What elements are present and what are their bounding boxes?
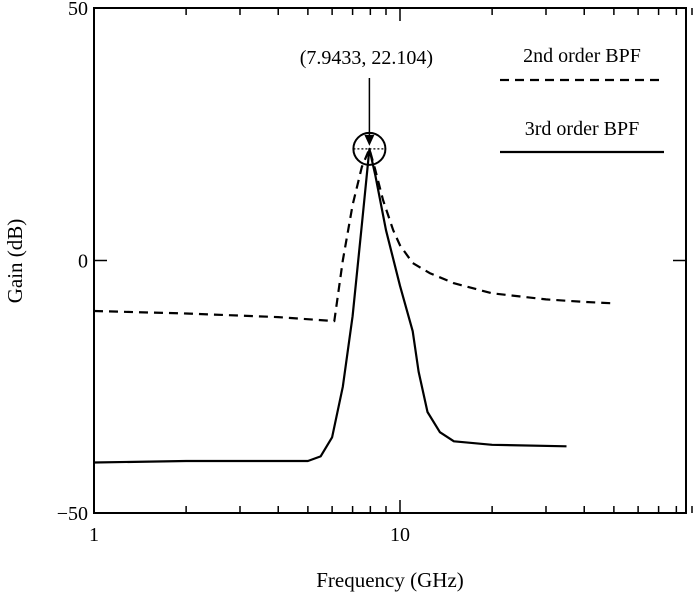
series-line-1 <box>93 147 614 323</box>
y-tick-label: −50 <box>57 503 88 525</box>
legend: 2nd order BPF 3rd order BPF <box>500 45 664 154</box>
plot-frame <box>93 7 687 514</box>
y-axis-title: Gain (dB) <box>3 219 27 304</box>
series-line-2 <box>93 147 567 464</box>
y-tick-label: 50 <box>68 0 88 20</box>
peak-arrow-head <box>364 134 375 146</box>
y-tick-label: 0 <box>78 251 88 273</box>
axis-ticks <box>93 7 693 514</box>
series-layer <box>93 147 614 464</box>
x-tick-label: 10 <box>390 524 410 546</box>
x-tick-label: 1 <box>89 524 99 546</box>
legend-label-1: 2nd order BPF <box>523 45 641 67</box>
x-axis-title: Frequency (GHz) <box>316 568 464 592</box>
axis-tick-labels: 1 10 50 0 −50 <box>57 0 410 546</box>
plot-area <box>93 7 687 514</box>
peak-annotation-label: (7.9433, 22.104) <box>300 47 433 69</box>
legend-label-2: 3rd order BPF <box>525 118 639 140</box>
peak-annotation: (7.9433, 22.104) <box>300 47 433 166</box>
